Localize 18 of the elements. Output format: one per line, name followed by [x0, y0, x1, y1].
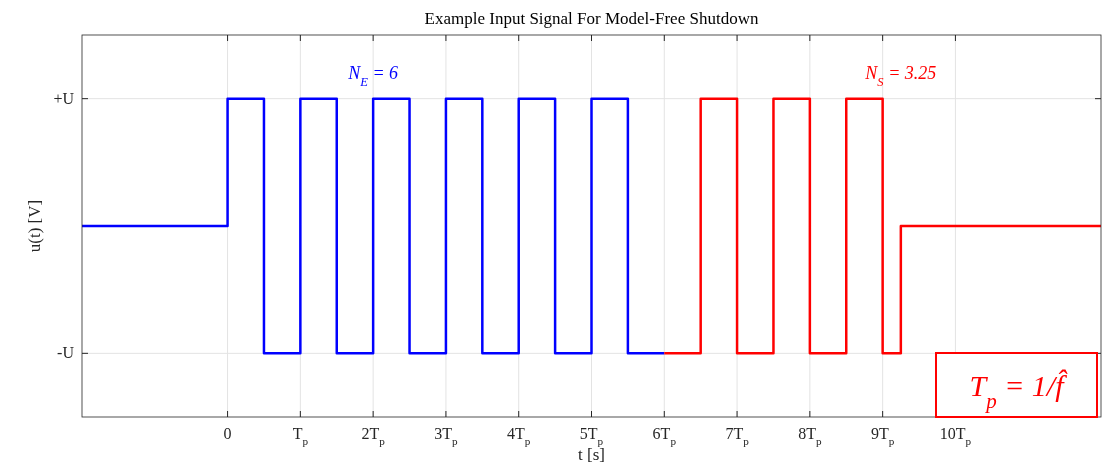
x-tick-label: 8T$_{p}$ — [798, 425, 822, 447]
text: T$_{p}$ = 1/f̂ — [969, 368, 1069, 413]
x-tick-label: 5T$_{p}$ — [579, 425, 604, 447]
x-tick-label: 4T$_{p}$ — [507, 425, 531, 447]
x-tick-label: 10T$_{p}$ — [939, 425, 972, 447]
x-tick-label: 0 — [223, 425, 232, 442]
text: -U — [57, 344, 75, 362]
chart-title: Example Input Signal For Model-Free Shutdown — [424, 9, 759, 28]
y-axis-title: u(t) [V] — [25, 199, 44, 253]
x-tick-label: 7T$_{p}$ — [725, 425, 750, 447]
x-tick-label: 3T$_{p}$ — [434, 425, 459, 447]
x-tick-label: 9T$_{p}$ — [870, 425, 895, 447]
x-tick-label: T$_{p}$ — [292, 425, 309, 447]
x-tick-label: 2T$_{p}$ — [361, 425, 386, 447]
text: N$_{S}$ = 3.25 — [864, 62, 937, 89]
text: +U — [53, 89, 75, 107]
x-tick-label: 6T$_{p}$ — [652, 425, 677, 447]
text: N$_{E}$ = 6 — [347, 62, 399, 89]
